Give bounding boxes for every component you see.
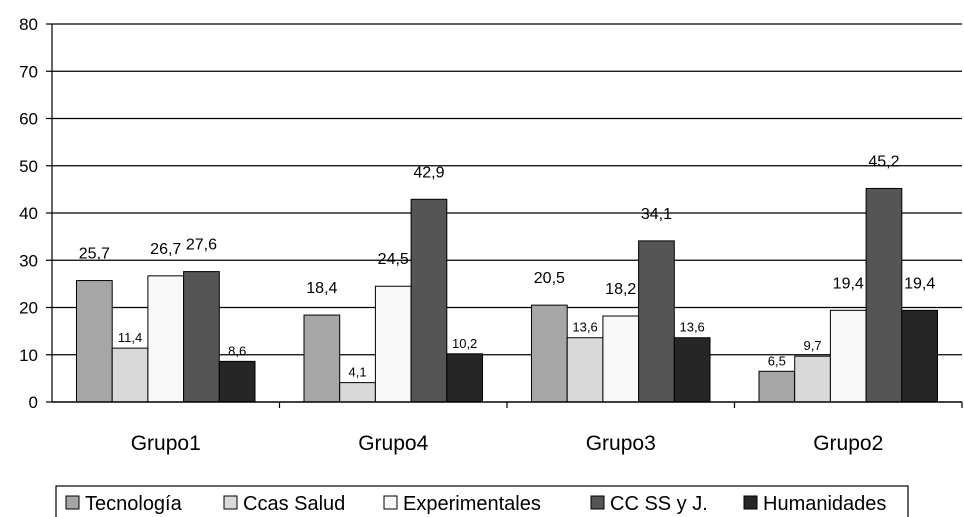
- bar-experimentales-grupo3: [602, 315, 640, 403]
- data-label: 34,1: [641, 206, 672, 223]
- bar-ccas-salud-grupo4: [339, 382, 376, 403]
- legend-label: Tecnología: [85, 493, 183, 515]
- y-axis: 0 10 20 30 40 50 60 70 80: [19, 15, 53, 412]
- bar-ccas-salud-grupo1: [111, 347, 149, 403]
- data-label: 13,6: [572, 320, 597, 335]
- data-label: 42,9: [413, 164, 444, 181]
- bar-humanidades-grupo2: [901, 309, 938, 403]
- data-labels: 25,7 11,4 26,7 27,6 8,6 18,4 4,1 24,5 42,9 10,2 20…: [79, 153, 936, 379]
- legend-label: CC SS y J.: [610, 493, 708, 515]
- data-label: 8,6: [228, 343, 246, 358]
- x-category-label: Grupo1: [131, 432, 201, 455]
- bar-tecnolog-a-grupo2: [758, 370, 796, 403]
- data-label: 24,5: [378, 251, 409, 268]
- bar-cc-ss-y-j--grupo1: [183, 271, 220, 403]
- legend-swatch: [383, 495, 398, 510]
- x-category-label: Grupo2: [813, 432, 883, 455]
- bar-cc-ss-y-j--grupo2: [865, 187, 903, 403]
- y-tick-label: 40: [19, 204, 38, 223]
- y-tick-label: 80: [19, 15, 38, 34]
- legend-box: [55, 485, 909, 517]
- y-tick-label: 50: [19, 157, 38, 176]
- bar-humanidades-grupo1: [218, 360, 256, 403]
- data-label: 9,7: [804, 338, 822, 353]
- data-label: 11,4: [118, 330, 142, 345]
- bar-ccas-salud-grupo3: [566, 337, 604, 403]
- legend-swatch: [65, 495, 80, 510]
- legend-swatch: [223, 495, 238, 510]
- legend-label: Humanidades: [763, 493, 886, 515]
- legend-label: Experimentales: [403, 493, 541, 515]
- y-tick-label: 30: [19, 251, 38, 270]
- bar-tecnolog-a-grupo3: [531, 304, 568, 403]
- legend-label: Ccas Salud: [243, 493, 345, 515]
- x-category-label: Grupo3: [586, 432, 656, 455]
- bar-humanidades-grupo3: [673, 337, 711, 403]
- y-tick-label: 0: [29, 393, 38, 412]
- bar-experimentales-grupo1: [147, 275, 185, 403]
- legend-swatch: [590, 495, 605, 510]
- legend-swatch: [743, 495, 758, 510]
- data-label: 26,7: [150, 241, 181, 258]
- bar-tecnolog-a-grupo4: [303, 314, 341, 403]
- y-tick-label: 60: [19, 110, 38, 129]
- data-label: 25,7: [79, 246, 110, 263]
- data-label: 20,5: [534, 270, 565, 287]
- bars: [76, 187, 938, 403]
- data-label: 10,2: [452, 336, 477, 351]
- data-label: 45,2: [868, 153, 899, 170]
- y-tick-label: 10: [19, 346, 38, 365]
- bar-humanidades-grupo4: [446, 353, 483, 403]
- data-label: 19,4: [833, 275, 864, 292]
- data-label: 13,6: [679, 320, 704, 335]
- data-label: 19,4: [904, 275, 935, 292]
- y-tick-label: 20: [19, 299, 38, 318]
- bar-cc-ss-y-j--grupo3: [638, 240, 675, 403]
- bar-cc-ss-y-j--grupo4: [410, 198, 448, 403]
- data-label: 27,6: [186, 237, 217, 254]
- data-label: 6,5: [768, 353, 786, 368]
- bar-experimentales-grupo4: [374, 285, 412, 403]
- x-axis: Grupo1 Grupo4 Grupo3 Grupo2: [52, 401, 963, 455]
- bar-ccas-salud-grupo2: [794, 355, 831, 403]
- data-label: 18,2: [605, 281, 636, 298]
- data-label: 18,4: [306, 280, 337, 297]
- legend: Tecnología Ccas Salud Experimentales CC SS …: [55, 485, 909, 517]
- bar-experimentales-grupo2: [829, 309, 867, 403]
- y-tick-label: 70: [19, 62, 38, 81]
- bar-tecnolog-a-grupo1: [76, 280, 113, 403]
- x-category-label: Grupo4: [358, 432, 428, 455]
- data-label: 4,1: [349, 365, 367, 380]
